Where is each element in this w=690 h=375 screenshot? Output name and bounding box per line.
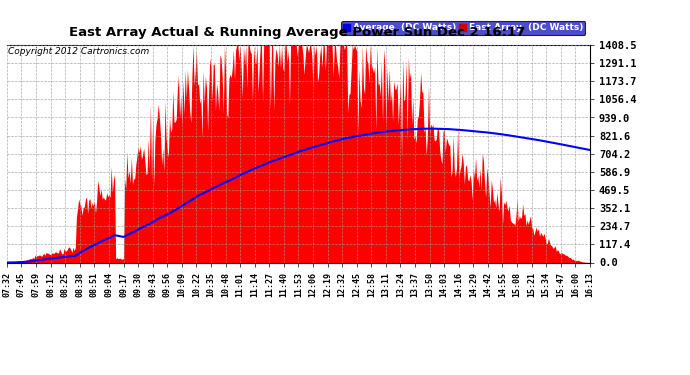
Legend: Average  (DC Watts), East Array  (DC Watts): Average (DC Watts), East Array (DC Watts… <box>341 21 585 35</box>
Text: East Array Actual & Running Average Power Sun Dec 2 16:17: East Array Actual & Running Average Powe… <box>68 26 525 39</box>
Text: Copyright 2012 Cartronics.com: Copyright 2012 Cartronics.com <box>8 47 150 56</box>
